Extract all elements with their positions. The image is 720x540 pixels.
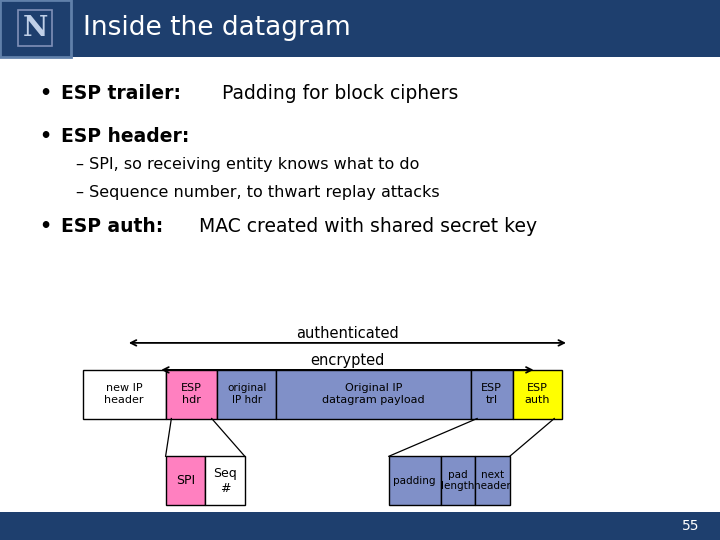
Text: authenticated: authenticated <box>296 326 399 341</box>
Text: ESP trailer:: ESP trailer: <box>61 84 181 103</box>
Text: new IP
header: new IP header <box>104 383 144 405</box>
Text: padding: padding <box>393 476 436 485</box>
Text: ESP
auth: ESP auth <box>524 383 550 405</box>
Bar <box>0 0 71 57</box>
Text: 55: 55 <box>683 519 700 534</box>
Text: encrypted: encrypted <box>310 353 384 368</box>
Text: •: • <box>40 127 52 146</box>
Bar <box>205 456 245 505</box>
Bar <box>513 370 562 418</box>
Text: – SPI, so receiving entity knows what to do: – SPI, so receiving entity knows what to… <box>76 157 419 172</box>
Bar <box>441 456 475 505</box>
Bar <box>471 370 513 418</box>
Text: ESP
hdr: ESP hdr <box>181 383 202 405</box>
Text: •: • <box>40 217 52 236</box>
Text: •: • <box>40 84 52 103</box>
Bar <box>217 370 276 418</box>
Text: ESP
trl: ESP trl <box>482 383 502 405</box>
Bar <box>389 456 441 505</box>
Text: SPI: SPI <box>176 474 195 487</box>
Text: pad
length: pad length <box>441 470 474 491</box>
Bar <box>166 456 205 505</box>
Bar <box>475 456 510 505</box>
Bar <box>0 0 720 57</box>
Bar <box>83 370 166 418</box>
Text: original
IP hdr: original IP hdr <box>228 383 266 405</box>
Text: Original IP
datagram payload: Original IP datagram payload <box>323 383 425 405</box>
Bar <box>276 370 471 418</box>
Text: Padding for block ciphers: Padding for block ciphers <box>216 84 459 103</box>
Text: Inside the datagram: Inside the datagram <box>83 15 351 41</box>
Text: MAC created with shared secret key: MAC created with shared secret key <box>193 217 537 236</box>
Bar <box>166 370 217 418</box>
Text: N: N <box>22 15 48 42</box>
Text: next
header: next header <box>474 470 511 491</box>
Text: ESP header:: ESP header: <box>61 127 189 146</box>
Text: ESP auth:: ESP auth: <box>61 217 163 236</box>
Text: Seq
#: Seq # <box>213 467 237 495</box>
Text: – Sequence number, to thwart replay attacks: – Sequence number, to thwart replay atta… <box>76 185 439 200</box>
Bar <box>0 512 720 540</box>
